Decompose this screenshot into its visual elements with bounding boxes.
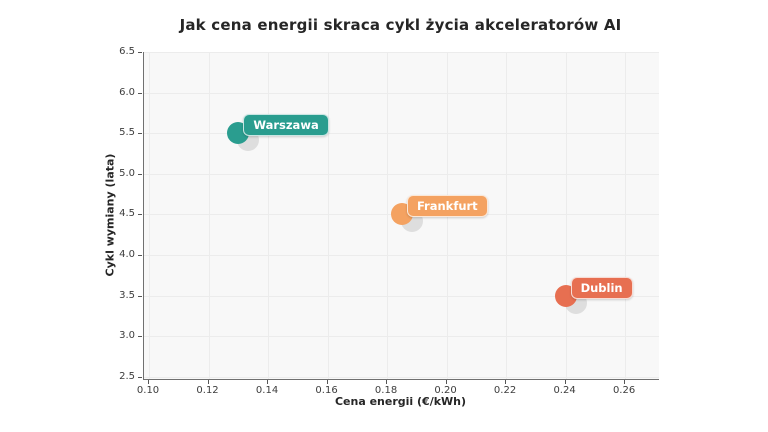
plot-area: Warszawa Frankfurt Dublin [143, 52, 659, 380]
y-tick-label: 4.5 [119, 208, 135, 220]
y-tick-label: 2.5 [119, 370, 135, 382]
x-tick-label: 0.16 [315, 385, 338, 396]
x-axis-label: Cena energii (€/kWh) [334, 395, 467, 408]
y-tick-mark [138, 295, 142, 297]
point-label-badge: Warszawa [243, 114, 329, 137]
y-tick-mark [138, 52, 142, 54]
x-tick-mark [148, 380, 150, 384]
y-gridline [144, 133, 659, 135]
chart-title: Jak cena energii skraca cykl życia akcel… [179, 16, 622, 34]
x-tick-mark [207, 380, 209, 384]
y-gridline [144, 336, 659, 338]
x-gridline [208, 52, 210, 379]
y-tick-mark [138, 173, 142, 175]
y-tick-mark [138, 255, 142, 256]
x-tick-mark [386, 380, 388, 384]
point-label-badge: Frankfurt [406, 195, 488, 218]
y-tick-label: 3.5 [119, 289, 135, 301]
x-tick-label: 0.26 [612, 385, 636, 396]
y-tick-mark [138, 214, 142, 216]
y-tick-label: 5.0 [119, 167, 135, 179]
x-gridline [625, 52, 627, 379]
y-tick-label: 3.0 [119, 330, 135, 342]
x-tick-mark [445, 380, 447, 384]
x-tick-mark [326, 380, 328, 384]
x-tick-label: 0.18 [374, 385, 398, 396]
x-gridline [268, 52, 270, 379]
x-tick-label: 0.12 [196, 385, 219, 396]
y-tick-mark [138, 133, 142, 135]
x-tick-mark [564, 380, 566, 384]
y-tick-mark [138, 336, 142, 338]
y-gridline [144, 376, 659, 378]
y-tick-label: 6.0 [119, 86, 135, 98]
x-gridline [327, 52, 329, 379]
x-tick-label: 0.24 [553, 385, 576, 396]
x-tick-label: 0.20 [434, 385, 457, 396]
y-tick-mark [138, 92, 142, 94]
y-tick-label: 4.0 [119, 249, 135, 260]
y-tick-mark [138, 376, 142, 378]
x-tick-label: 0.14 [255, 385, 279, 396]
x-gridline [565, 52, 567, 379]
x-gridline [387, 52, 389, 379]
x-tick-mark [505, 380, 507, 384]
x-gridline [506, 52, 508, 379]
y-gridline [144, 52, 659, 54]
y-tick-label: 6.5 [119, 46, 135, 58]
x-tick-mark [624, 380, 626, 384]
x-tick-label: 0.10 [136, 385, 160, 396]
y-gridline [144, 295, 659, 297]
point-label-badge: Dublin [570, 276, 633, 299]
x-tick-label: 0.22 [493, 385, 517, 396]
y-gridline [144, 173, 659, 175]
x-tick-mark [267, 380, 269, 384]
x-gridline [149, 52, 151, 379]
y-tick-label: 5.5 [119, 127, 135, 139]
y-gridline [144, 255, 659, 256]
y-gridline [144, 92, 659, 94]
